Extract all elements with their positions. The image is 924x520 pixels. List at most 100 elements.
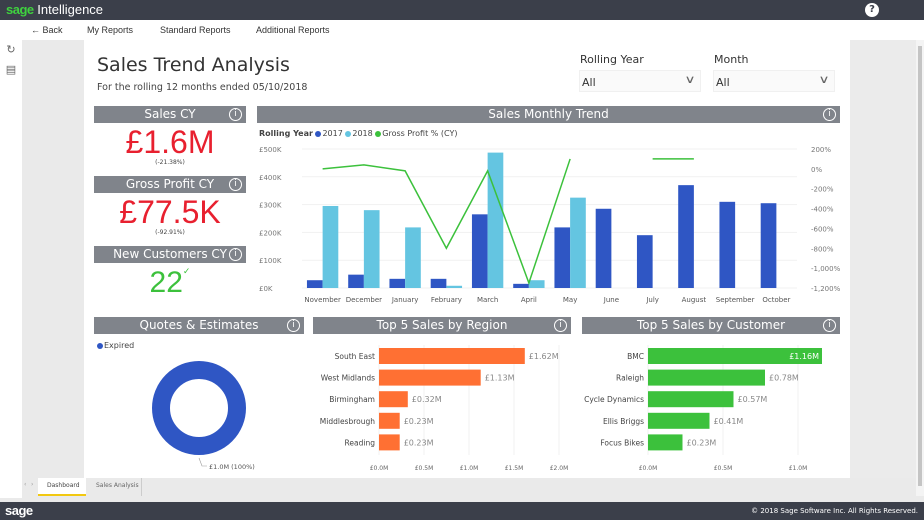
- y2-tick-label: -800%: [811, 245, 834, 253]
- bar: [648, 412, 710, 429]
- my-reports-link[interactable]: My Reports: [87, 25, 134, 35]
- legend-item-2017[interactable]: 2017: [315, 129, 343, 138]
- bar-2017: [678, 185, 694, 288]
- y2-tick-label: -1,000%: [811, 265, 840, 273]
- x-tick-label: December: [346, 296, 382, 304]
- bar-2017: [306, 280, 323, 288]
- info-icon[interactable]: i: [229, 108, 242, 121]
- customer-header: Top 5 Sales by Customer i: [582, 317, 840, 334]
- new-customers-kpi: 22✓: [94, 266, 246, 300]
- category-label: Raleigh: [616, 374, 644, 383]
- chevron-down-icon: ∨: [684, 73, 696, 86]
- bar-2018: [405, 227, 421, 288]
- x-tick-label: £0.0M: [639, 465, 658, 472]
- x-tick-label: July: [645, 296, 659, 304]
- quotes-header: Quotes & Estimates i: [94, 317, 304, 334]
- region-header: Top 5 Sales by Region i: [313, 317, 571, 334]
- month-label: Month: [714, 53, 749, 66]
- page-title: Sales Trend Analysis: [97, 54, 290, 76]
- x-tick-label: £2.0M: [550, 465, 569, 472]
- x-tick-label: March: [477, 296, 498, 304]
- data-label: £0.23M: [687, 438, 717, 447]
- info-icon[interactable]: i: [229, 248, 242, 261]
- sales-cy-change: (-21.38%): [155, 159, 185, 166]
- category-label: Middlesbrough: [320, 417, 375, 426]
- rolling-year-value: All: [582, 76, 596, 89]
- sales-cy-title: Sales CY: [144, 107, 196, 121]
- info-icon[interactable]: i: [229, 178, 242, 191]
- tab-dashboard[interactable]: Dashboard: [38, 478, 86, 496]
- y2-tick-label: -600%: [811, 225, 834, 233]
- bar: [648, 369, 765, 386]
- legend-item-2018[interactable]: 2018: [345, 129, 373, 138]
- bar: [379, 412, 400, 429]
- category-label: Cycle Dynamics: [584, 395, 644, 404]
- donut-data-label: £1.0M (100%): [209, 463, 255, 471]
- x-tick-label: £1.5M: [505, 465, 524, 472]
- data-label: £0.23M: [404, 438, 434, 447]
- report-icon[interactable]: ▤: [5, 63, 17, 76]
- x-tick-label: September: [716, 296, 755, 304]
- gross-profit-header: Gross Profit CY i: [94, 176, 246, 193]
- bar-2018: [446, 285, 463, 288]
- y2-tick-label: -1,200%: [811, 285, 840, 293]
- nav-bar: ← Back My Reports Standard Reports Addit…: [0, 20, 924, 40]
- refresh-icon[interactable]: ↻: [6, 43, 16, 56]
- brand-sage: sage: [6, 2, 34, 17]
- bar: [648, 391, 734, 408]
- legend-item-expired[interactable]: Expired: [97, 341, 134, 350]
- tab-prev-button[interactable]: ‹: [24, 481, 27, 488]
- scrollbar-thumb[interactable]: [918, 46, 922, 486]
- canvas-margin: [850, 40, 916, 478]
- page-tab-bar: [22, 478, 916, 496]
- y2-tick-label: 200%: [811, 146, 831, 154]
- donut-leader-line: [198, 457, 207, 467]
- x-tick-label: August: [682, 296, 707, 304]
- tab-sales-analysis[interactable]: Sales Analysis: [88, 478, 142, 496]
- x-tick-label: June: [603, 296, 619, 304]
- x-tick-label: £1.0M: [460, 465, 479, 472]
- info-icon[interactable]: i: [823, 319, 836, 332]
- bar: [648, 434, 683, 451]
- y-tick-label: £0K: [259, 285, 273, 293]
- additional-reports-link[interactable]: Additional Reports: [256, 25, 330, 35]
- tab-next-button[interactable]: ›: [31, 481, 34, 488]
- bar-2017: [636, 235, 653, 288]
- category-label: West Midlands: [321, 374, 375, 383]
- quotes-legend: Expired: [97, 341, 134, 350]
- x-tick-label: May: [563, 296, 577, 304]
- category-label: BMC: [627, 352, 644, 361]
- bar-2018: [570, 197, 586, 288]
- bar: [379, 369, 481, 386]
- data-label: £1.16M: [789, 352, 819, 361]
- category-label: Birmingham: [329, 395, 375, 404]
- bar-2017: [719, 201, 736, 288]
- bar-2018: [528, 280, 545, 288]
- legend-item-gross-profit[interactable]: Gross Profit % (CY): [375, 129, 458, 138]
- footer: sage © 2018 Sage Software Inc. All Right…: [0, 502, 924, 520]
- page-subtitle: For the rolling 12 months ended 05/10/20…: [97, 82, 308, 93]
- standard-reports-link[interactable]: Standard Reports: [160, 25, 231, 35]
- bar-2017: [389, 278, 406, 288]
- back-link[interactable]: ← Back: [31, 25, 63, 35]
- quotes-donut-chart: £1.0M (100%): [152, 361, 255, 471]
- bar-2017: [513, 283, 529, 288]
- monthly-trend-legend: Rolling Year 2017 2018 Gross Profit % (C…: [259, 129, 458, 138]
- y-tick-label: £500K: [259, 146, 282, 154]
- category-label: South East: [335, 352, 375, 361]
- bar: [379, 348, 525, 364]
- data-label: £0.57M: [738, 395, 768, 404]
- help-icon[interactable]: ?: [865, 3, 879, 17]
- month-dropdown[interactable]: All ∨: [713, 70, 835, 92]
- info-icon[interactable]: i: [823, 108, 836, 121]
- info-icon[interactable]: i: [287, 319, 300, 332]
- monthly-trend-chart: £500K £400K £300K £200K £100K £0K 200% 0% -200% -…: [259, 146, 840, 304]
- app-logo: sage Intelligence: [6, 2, 103, 17]
- gross-profit-title: Gross Profit CY: [125, 177, 215, 191]
- sales-cy-value: £1.6M: [125, 124, 215, 160]
- gross-profit-line: [322, 158, 571, 286]
- rolling-year-dropdown[interactable]: All ∨: [579, 70, 701, 92]
- info-icon[interactable]: i: [554, 319, 567, 332]
- customer-title: Top 5 Sales by Customer: [636, 318, 786, 332]
- bar: [379, 391, 408, 408]
